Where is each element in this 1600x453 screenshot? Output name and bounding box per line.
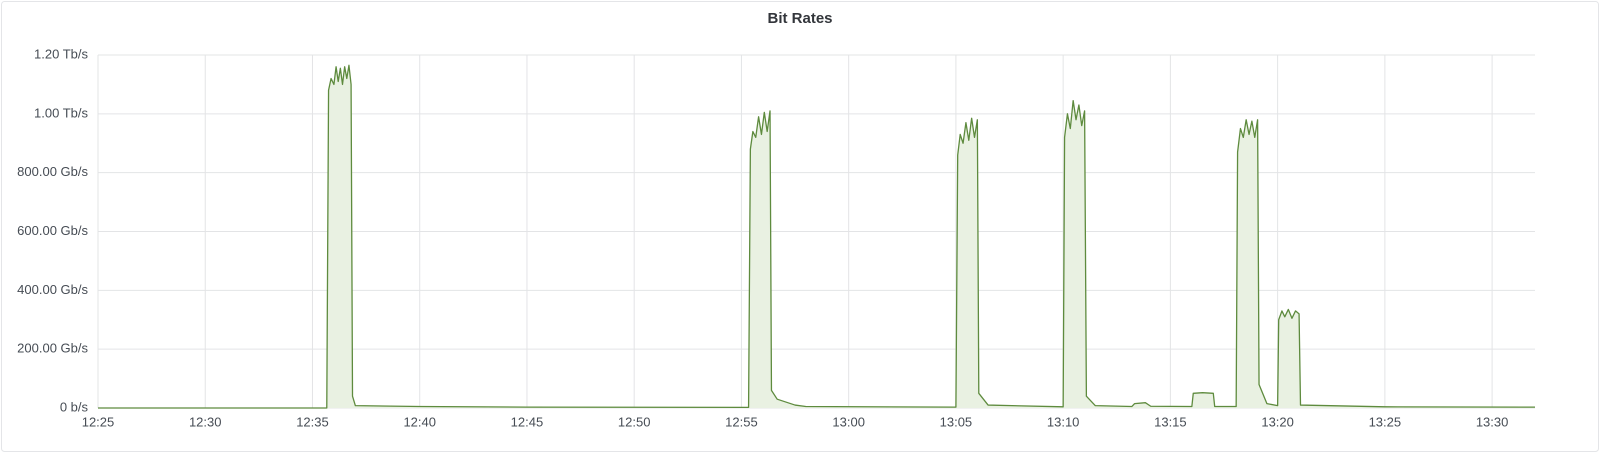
area-fill	[98, 65, 1535, 409]
y-tick-label: 200.00 Gb/s	[17, 341, 88, 356]
y-tick-label: 0 b/s	[60, 399, 89, 414]
series-line	[98, 64, 1536, 409]
x-tick-label: 12:55	[725, 414, 758, 429]
x-tick-label: 12:50	[618, 414, 651, 429]
x-tick-label: 13:25	[1369, 414, 1402, 429]
x-tick-label: 12:40	[403, 414, 436, 429]
x-tick-label: 12:45	[511, 414, 544, 429]
x-tick-label: 13:05	[940, 414, 973, 429]
x-tick-label: 13:30	[1476, 414, 1509, 429]
x-tick-label: 13:10	[1047, 414, 1080, 429]
y-tick-label: 400.00 Gb/s	[17, 282, 88, 297]
x-tick-label: 13:00	[832, 414, 865, 429]
x-tick-label: 13:15	[1154, 414, 1187, 429]
x-tick-label: 13:20	[1261, 414, 1294, 429]
y-tick-label: 1.20 Tb/s	[34, 46, 88, 61]
chart-title: Bit Rates	[767, 10, 832, 27]
y-tick-label: 800.00 Gb/s	[17, 164, 88, 179]
x-tick-label: 12:30	[189, 414, 222, 429]
x-tick-label: 12:35	[296, 414, 329, 429]
x-tick-label: 12:25	[82, 414, 115, 429]
y-tick-label: 1.00 Tb/s	[34, 105, 88, 120]
y-tick-label: 600.00 Gb/s	[17, 223, 88, 238]
